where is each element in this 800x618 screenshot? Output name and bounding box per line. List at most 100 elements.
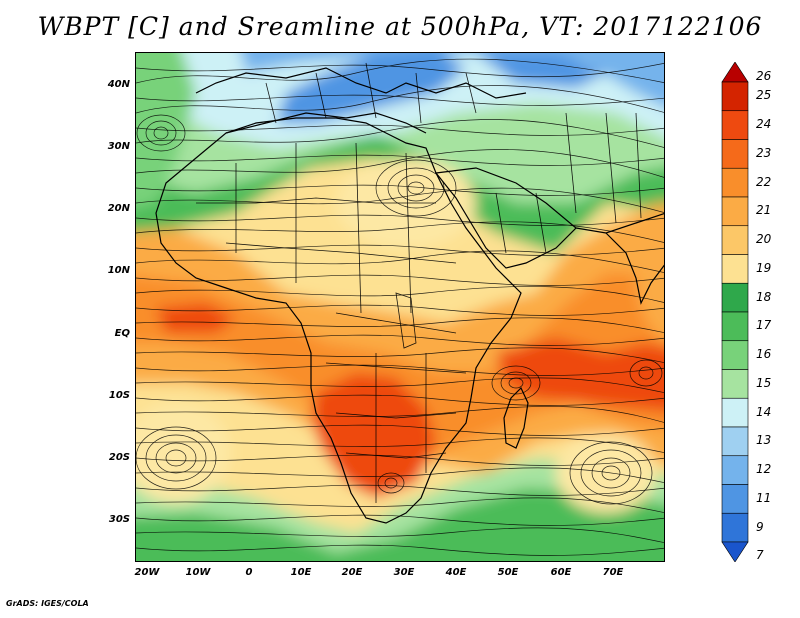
streamline (136, 187, 664, 213)
field-pale-cell-indian (556, 433, 656, 513)
streamline (136, 544, 664, 556)
field-tropic-orange (136, 273, 664, 453)
color-scale-label: 22 (756, 174, 772, 189)
lat-label-20n: 20N (107, 203, 130, 214)
color-scale-swatch (721, 512, 749, 543)
color-scale-swatch (721, 196, 749, 227)
lon-label-30e: 30E (393, 567, 415, 578)
color-scale-swatch (721, 139, 749, 169)
streamline (136, 467, 664, 483)
color-scale-swatch (721, 225, 749, 255)
color-scale-label: 16 (756, 347, 772, 362)
color-scale-swatch (721, 455, 749, 485)
field-north-green-dark (136, 133, 664, 253)
streamline (136, 317, 664, 333)
streamline (136, 497, 664, 513)
madagascar-coastline (503, 386, 529, 449)
streamline (136, 184, 664, 196)
streamline (136, 274, 664, 286)
lat-label-eq: EQ (114, 328, 130, 339)
color-scale-label: 18 (756, 289, 772, 304)
streamline (136, 334, 664, 346)
color-scale-label: 7 (756, 548, 764, 563)
lat-label-10s: 10S (108, 390, 130, 401)
coastlines (155, 67, 664, 524)
streamline (136, 250, 664, 273)
streamline (136, 244, 664, 256)
mediterranean-coastline (225, 112, 427, 134)
streamline (136, 124, 664, 136)
streamline (136, 94, 664, 106)
streamline (136, 221, 664, 243)
color-scale-swatch (721, 369, 749, 399)
color-scale-label: 24 (756, 117, 772, 132)
field-north-blue (241, 53, 664, 107)
india-coastline (605, 232, 664, 305)
lon-label-50e: 50E (497, 567, 519, 578)
color-scale-swatch (721, 81, 749, 112)
color-scale-label: 9 (756, 519, 764, 534)
color-scale-label: 23 (756, 145, 772, 160)
color-scale-label: 26 (756, 69, 772, 83)
lon-label-20w: 20W (134, 567, 160, 578)
streamlines (136, 58, 664, 556)
lon-label-70e: 70E (602, 567, 624, 578)
color-scale-label: 17 (756, 318, 772, 333)
lat-label-30n: 30N (107, 141, 130, 152)
streamline (136, 377, 664, 393)
color-scale-label: 13 (756, 433, 772, 448)
field-hot-indian-ocean (496, 338, 664, 411)
streamline (136, 406, 664, 423)
streamline (136, 437, 664, 453)
lat-label-30s: 30S (108, 514, 130, 525)
color-scale-swatch (721, 167, 749, 198)
vortex-southern-africa (377, 472, 405, 494)
lon-label-20e: 20E (341, 567, 363, 578)
streamline (136, 214, 664, 226)
lat-label-10n: 10N (107, 265, 130, 276)
color-scale-swatch (721, 397, 749, 428)
streamline (136, 527, 664, 543)
color-scale-label: 19 (756, 260, 772, 275)
lat-label-40n: 40N (107, 79, 130, 90)
color-scale-label: 11 (756, 490, 772, 505)
streamline (136, 154, 664, 166)
map-canvas (136, 53, 664, 561)
asia-coastline (575, 213, 664, 234)
streamline (136, 514, 664, 526)
streamline (136, 119, 664, 148)
lon-label-0: 0 (245, 567, 253, 578)
field-warm-southeast (636, 206, 664, 340)
color-scale-swatch (721, 311, 749, 342)
color-scale-label: 25 (756, 88, 772, 103)
color-scale-swatch (721, 282, 749, 313)
europe-coastline (195, 67, 527, 99)
field-north-deepblue-2 (476, 53, 606, 88)
lon-label-60e: 60E (550, 567, 572, 578)
lon-label-40e: 40E (445, 567, 467, 578)
color-scale-swatch (721, 62, 749, 83)
color-scale-bar (721, 62, 749, 562)
color-scale-swatch (721, 254, 749, 284)
color-scale-swatch (721, 426, 749, 457)
streamline (136, 286, 664, 303)
color-scale-swatch (721, 541, 749, 562)
streamline (136, 347, 664, 363)
vortex-atlantic (136, 426, 217, 490)
color-scale-swatch (721, 110, 749, 140)
color-scale-swatch (721, 340, 749, 370)
color-scale-label: 14 (756, 404, 772, 419)
vortex-east (629, 359, 663, 387)
grads-credit: GrADS: IGES/COLA (6, 599, 89, 608)
arabia-coastline (434, 167, 577, 269)
streamline (136, 484, 664, 496)
map-title: WBPT [C] and Sreamline at 500hPa, VT: 20… (37, 12, 763, 41)
color-scale-label: 20 (756, 232, 772, 247)
streamline (136, 63, 664, 78)
color-scale-label: 12 (756, 462, 772, 477)
weather-map (135, 52, 665, 562)
field-south-lightgreen (136, 458, 664, 553)
vortex-north-atlantic (136, 114, 186, 152)
streamline (136, 85, 664, 114)
country-borders (196, 62, 642, 503)
